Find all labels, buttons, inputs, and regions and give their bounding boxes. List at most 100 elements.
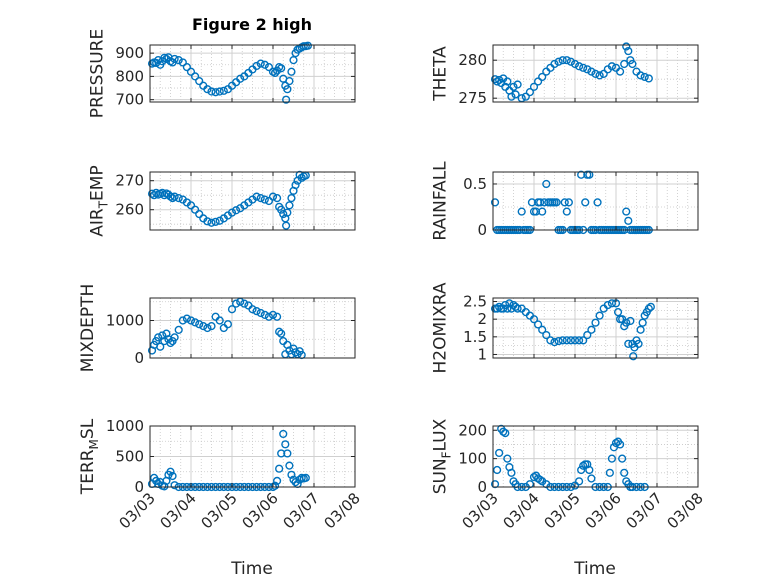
x-tick-label: 03/07 <box>623 489 666 532</box>
data-point <box>260 60 269 69</box>
data-point <box>593 198 602 207</box>
data-point <box>644 304 653 313</box>
data-point <box>558 56 567 65</box>
subplot-grid: 700 800 900 PRESSURE 275 280 THETA 260 270 AIRTEM… <box>78 29 707 533</box>
y-tick-label: 1.5 <box>463 328 487 346</box>
data-point <box>260 195 269 204</box>
data-point <box>587 67 596 76</box>
y-tick-label: 280 <box>458 51 487 69</box>
data-point <box>626 316 635 326</box>
x-tick-label: 03/07 <box>280 489 323 532</box>
data-point <box>638 318 647 327</box>
x-tick-label: 03/04 <box>500 489 543 532</box>
data-point <box>533 320 543 329</box>
x-tick-label: 03/04 <box>157 489 200 532</box>
data-point <box>170 54 179 64</box>
data-point <box>583 65 592 74</box>
data-point <box>620 59 629 69</box>
data-point <box>195 320 204 329</box>
data-point <box>554 336 563 346</box>
subplot-pressure: 700 800 900 PRESSURE <box>87 29 356 118</box>
y-axis-label: SUNFLUX <box>430 418 453 494</box>
data-point <box>636 71 645 80</box>
data-point <box>211 88 220 97</box>
data-point <box>182 314 192 323</box>
data-point <box>270 68 280 78</box>
data-point <box>490 75 500 84</box>
y-tick-label: 0 <box>477 478 487 496</box>
data-point <box>166 467 175 476</box>
axes-box <box>492 297 699 359</box>
data-point <box>178 316 187 325</box>
data-point <box>191 318 200 327</box>
data-point <box>605 468 614 477</box>
x-tick-label: 03/05 <box>198 489 241 532</box>
data-point <box>579 336 588 345</box>
data-point <box>564 198 573 207</box>
data-point <box>186 316 196 325</box>
y-tick-label: 2.5 <box>463 293 487 311</box>
data-point <box>236 74 245 83</box>
y-tick-label: 1000 <box>106 312 144 330</box>
x-tick-label: 03/06 <box>582 489 625 532</box>
y-tick-label: 260 <box>115 201 144 219</box>
data-point <box>538 207 547 216</box>
data-point <box>275 464 284 473</box>
data-point <box>622 42 631 51</box>
data-point <box>558 336 567 345</box>
data-point <box>156 342 165 351</box>
x-tick-label: 03/05 <box>541 489 584 532</box>
data-point <box>207 218 216 227</box>
data-point <box>517 207 526 216</box>
y-tick-label: 1000 <box>106 417 144 435</box>
data-point <box>170 192 179 201</box>
subplot-sun-flux: 010020003/0303/0403/0503/0603/0703/08SUN… <box>430 418 706 532</box>
axes-box <box>492 171 699 231</box>
x-axis-label-right: Time <box>573 559 616 579</box>
y-axis-label: H2OMIXRA <box>430 282 450 373</box>
data-point <box>248 305 257 314</box>
data-point <box>646 302 655 311</box>
data-point <box>503 304 512 313</box>
data-point <box>546 336 555 345</box>
data-point <box>215 316 224 325</box>
data-point <box>195 209 204 219</box>
data-point <box>574 336 584 345</box>
data-point <box>490 198 500 207</box>
data-point <box>566 336 576 345</box>
y-axis-label: THETA <box>430 46 450 102</box>
data-point <box>615 67 625 76</box>
data-point <box>570 481 580 490</box>
y-tick-label: 270 <box>115 172 144 190</box>
data-point <box>581 198 590 207</box>
data-point <box>587 325 596 334</box>
data-point <box>538 72 547 82</box>
x-tick-label: 03/08 <box>664 489 707 532</box>
y-tick-label: 2 <box>477 310 487 328</box>
data-point <box>287 470 296 479</box>
data-point <box>186 201 196 210</box>
data-point <box>577 465 586 475</box>
data-point <box>554 57 563 66</box>
data-point <box>562 56 571 65</box>
data-point <box>490 480 500 489</box>
data-point <box>252 61 261 71</box>
data-point <box>579 461 588 470</box>
data-point <box>283 208 292 217</box>
x-tick-label: 03/06 <box>239 489 282 532</box>
data-point <box>268 310 278 319</box>
data-point <box>273 476 282 486</box>
data-point <box>291 180 300 190</box>
data-point <box>256 194 265 203</box>
data-point <box>507 468 516 477</box>
data-point <box>513 80 522 89</box>
data-point <box>552 198 561 207</box>
data-point <box>168 471 177 481</box>
data-point <box>560 198 569 207</box>
data-point <box>154 333 163 342</box>
data-point <box>174 56 183 65</box>
data-point <box>178 58 187 67</box>
data-point <box>256 59 265 68</box>
data-point <box>570 336 580 345</box>
